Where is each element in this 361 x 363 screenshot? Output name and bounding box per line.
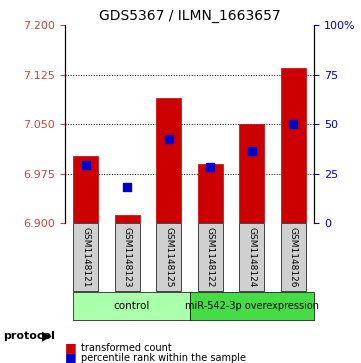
Text: GSM1148126: GSM1148126: [289, 227, 298, 287]
Bar: [198, 164, 223, 223]
Text: ■: ■: [65, 341, 77, 354]
FancyBboxPatch shape: [73, 223, 98, 291]
Bar: [156, 98, 181, 223]
Point: [290, 121, 296, 127]
Point: [124, 184, 130, 190]
FancyBboxPatch shape: [156, 223, 181, 291]
Text: GSM1148121: GSM1148121: [81, 227, 90, 287]
Bar: [281, 68, 306, 223]
Text: percentile rank within the sample: percentile rank within the sample: [81, 352, 246, 363]
FancyBboxPatch shape: [115, 223, 140, 291]
Text: control: control: [113, 301, 149, 311]
Bar: [239, 124, 264, 223]
Title: GDS5367 / ILMN_1663657: GDS5367 / ILMN_1663657: [99, 9, 280, 23]
Point: [249, 148, 255, 154]
Bar: [73, 156, 98, 223]
Text: ■: ■: [65, 351, 77, 363]
Text: GSM1148125: GSM1148125: [164, 227, 173, 287]
Text: GSM1148122: GSM1148122: [206, 227, 215, 287]
Text: GSM1148124: GSM1148124: [247, 227, 256, 287]
Point: [207, 164, 213, 170]
Text: GSM1148123: GSM1148123: [123, 227, 132, 287]
Text: transformed count: transformed count: [81, 343, 172, 353]
FancyBboxPatch shape: [198, 223, 223, 291]
Point: [83, 162, 89, 168]
Bar: [115, 215, 140, 223]
FancyBboxPatch shape: [239, 223, 264, 291]
Text: protocol: protocol: [4, 331, 56, 341]
FancyBboxPatch shape: [281, 223, 306, 291]
FancyBboxPatch shape: [190, 292, 314, 320]
Text: miR-542-3p overexpression: miR-542-3p overexpression: [185, 301, 319, 311]
Text: ▶: ▶: [42, 329, 51, 342]
FancyBboxPatch shape: [73, 292, 190, 320]
Point: [166, 136, 172, 142]
